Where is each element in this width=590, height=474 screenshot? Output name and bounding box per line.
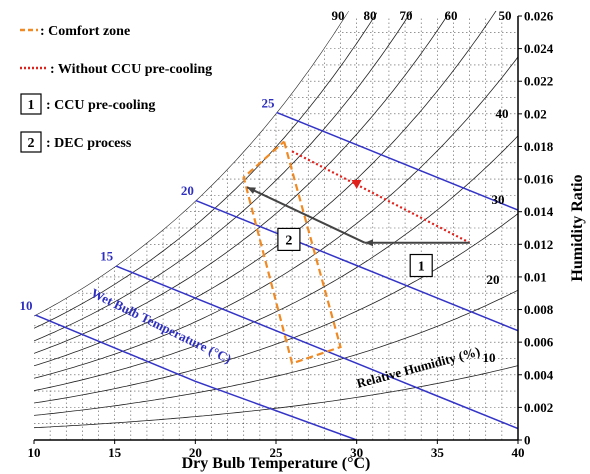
wet-bulb-line-15 — [114, 264, 518, 430]
rh-label-20: 20 — [487, 272, 500, 287]
x-tick-label: 15 — [108, 445, 122, 460]
y-tick-label: 0.026 — [524, 9, 554, 24]
series-ccu-pre-cooling-arrowhead — [364, 239, 373, 247]
y-tick-label: 0.02 — [524, 106, 547, 121]
rh-label-30: 30 — [492, 192, 505, 207]
wet-bulb-line-10 — [34, 313, 357, 440]
legend-item-4-box-label: 2 — [28, 136, 35, 151]
rh-curve-60 — [34, 11, 499, 367]
x-tick-label: 35 — [431, 445, 445, 460]
rh-curve-10 — [34, 365, 518, 429]
rh-curve-70 — [34, 12, 450, 354]
wet-bulb-label-15: 15 — [100, 249, 114, 264]
y-tick-label: 0.012 — [524, 237, 553, 252]
x-tick-label: 10 — [28, 445, 41, 460]
y-tick-label: 0.01 — [524, 269, 547, 284]
x-tick-label: 20 — [189, 445, 202, 460]
x-tick-label: 30 — [350, 445, 363, 460]
rh-curve-30 — [34, 213, 518, 404]
series-without-ccu-pre-cooling-marker — [351, 179, 362, 189]
legend-item-3-box-label: 1 — [28, 98, 35, 113]
y-tick-label: 0.016 — [524, 172, 554, 187]
legend: : Comfort zone : Without CCU pre-cooling 1… — [20, 24, 212, 153]
x-axis-title: Dry Bulb Temperature (°C) — [182, 455, 371, 472]
rh-label-70: 70 — [400, 8, 413, 23]
rh-label-50: 50 — [499, 8, 512, 23]
rh-curve-100 — [34, 11, 350, 317]
rh-curve-20 — [34, 289, 518, 416]
process-box-label-1: 1 — [418, 260, 425, 275]
y-tick-label: 0.024 — [524, 41, 554, 56]
series-without-ccu-pre-cooling — [291, 150, 471, 244]
legend-item-2-label: : Without CCU pre-cooling — [50, 62, 212, 77]
y-tick-label: 0.018 — [524, 139, 554, 154]
y-tick-label: 0.004 — [524, 367, 554, 382]
legend-item-4-box — [20, 131, 42, 153]
process-box-2 — [277, 227, 301, 252]
wet-bulb-lines — [34, 111, 518, 440]
process-series: 12 — [242, 140, 471, 365]
series-dec-process-arrowhead — [247, 187, 256, 194]
rh-label-40: 40 — [496, 106, 509, 121]
rh-curve-80 — [34, 11, 414, 342]
rh-label-90: 90 — [332, 8, 345, 23]
series-comfort-zone — [242, 140, 342, 365]
x-tick-label: 40 — [512, 445, 525, 460]
rh-label-80: 80 — [364, 8, 377, 23]
x-tick-label: 25 — [270, 445, 284, 460]
rh-axis-title: Relative Humidity (%) — [355, 344, 482, 391]
y-axis-title: Humidity Ratio — [569, 174, 586, 281]
rh-label-10: 10 — [483, 350, 496, 365]
wet-bulb-line-25 — [275, 111, 518, 211]
legend-item-1-label: : Comfort zone — [40, 24, 130, 39]
y-tick-label: 0.008 — [524, 302, 554, 317]
wet-bulb-line-20 — [195, 199, 518, 332]
legend-item-4-label: : DEC process — [46, 136, 132, 151]
rh-curves — [34, 11, 518, 429]
y-tick-label: 0.006 — [524, 335, 554, 350]
series-dec-process — [246, 186, 366, 244]
legend-item-3-label: : CCU pre-cooling — [46, 98, 155, 113]
y-tick-label: 0.022 — [524, 74, 553, 89]
rh-label-60: 60 — [445, 8, 458, 23]
wet-bulb-label-20: 20 — [181, 183, 194, 198]
wet-bulb-label-25: 25 — [262, 95, 276, 110]
process-box-label-2: 2 — [285, 233, 292, 248]
y-tick-label: 0 — [524, 433, 531, 448]
rh-curve-50 — [34, 56, 518, 379]
y-tick-label: 0.014 — [524, 204, 554, 219]
process-box-1 — [409, 253, 433, 278]
rh-curve-40 — [34, 135, 518, 392]
y-tick-label: 0.002 — [524, 400, 553, 415]
axes: 10 15 20 25 30 35 4000.0020.0040.0060.0080.010… — [28, 9, 587, 473]
wet-bulb-label-10: 10 — [20, 298, 33, 313]
legend-item-3-box — [20, 93, 42, 115]
rh-curve-90 — [34, 12, 378, 329]
